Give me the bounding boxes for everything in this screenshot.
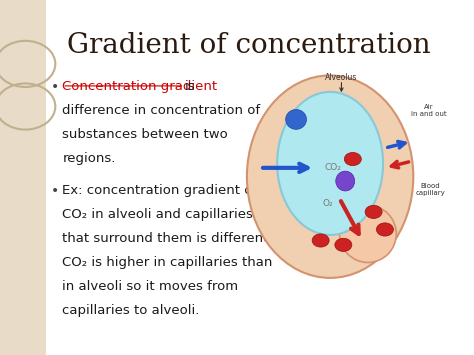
Ellipse shape	[344, 152, 361, 166]
Ellipse shape	[286, 110, 307, 129]
Ellipse shape	[335, 238, 352, 251]
Text: that surround them is different:: that surround them is different:	[62, 232, 273, 245]
Ellipse shape	[277, 92, 383, 235]
Ellipse shape	[365, 205, 382, 218]
Text: •: •	[51, 80, 59, 94]
Text: Air
in and out: Air in and out	[410, 104, 446, 117]
FancyBboxPatch shape	[0, 0, 46, 355]
Text: CO₂ is higher in capillaries than: CO₂ is higher in capillaries than	[62, 256, 273, 269]
Text: Concentration gradient: Concentration gradient	[62, 80, 222, 93]
Text: is: is	[184, 80, 195, 93]
Ellipse shape	[376, 223, 393, 236]
Ellipse shape	[247, 75, 413, 278]
Text: Ex: concentration gradient of: Ex: concentration gradient of	[62, 184, 257, 197]
Text: substances between two: substances between two	[62, 128, 228, 141]
Text: O₂: O₂	[323, 198, 334, 208]
Ellipse shape	[339, 205, 396, 262]
Text: difference in concentration of: difference in concentration of	[62, 104, 260, 117]
Text: CO₂: CO₂	[324, 163, 341, 172]
Text: in alveoli so it moves from: in alveoli so it moves from	[62, 280, 238, 293]
Text: •: •	[51, 184, 59, 197]
Text: CO₂ in alveoli and capillaries: CO₂ in alveoli and capillaries	[62, 208, 253, 221]
Text: Blood
capillary: Blood capillary	[415, 183, 445, 196]
Text: capillaries to alveoli.: capillaries to alveoli.	[62, 304, 200, 317]
Text: Gradient of concentration: Gradient of concentration	[67, 32, 431, 59]
Ellipse shape	[336, 171, 355, 191]
Text: regions.: regions.	[62, 152, 116, 165]
Text: Alveolus: Alveolus	[325, 73, 358, 82]
Ellipse shape	[312, 234, 329, 247]
